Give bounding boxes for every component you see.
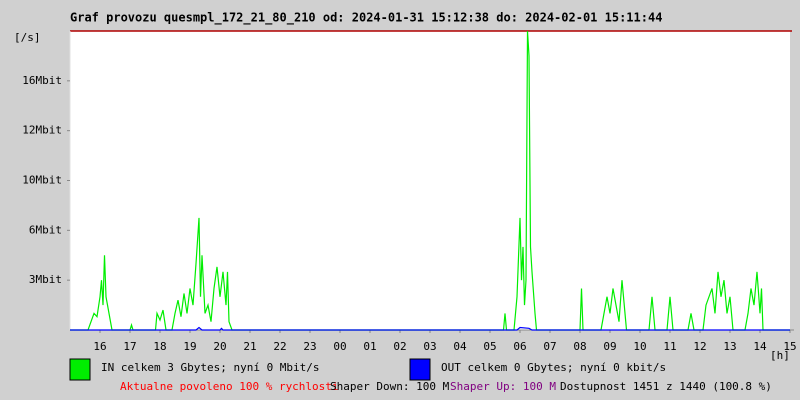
footer-text: Aktualne povoleno 100 % rychlosti (120, 380, 339, 393)
y-tick-label: 3Mbit (29, 273, 62, 286)
plot-area (70, 31, 790, 330)
x-tick-label: 20 (213, 340, 226, 353)
x-tick-label: 23 (303, 340, 316, 353)
x-tick-label: 11 (663, 340, 676, 353)
footer-text: Dostupnost 1451 z 1440 (100.8 %) (560, 380, 772, 393)
x-tick-label: 12 (693, 340, 706, 353)
x-tick-label: 08 (573, 340, 586, 353)
series-line (70, 326, 790, 331)
x-tick-label: 17 (123, 340, 136, 353)
x-tick-label: 10 (633, 340, 646, 353)
x-tick-label: 00 (333, 340, 346, 353)
y-tick-label: 16Mbit (22, 74, 62, 87)
x-tick-label: 07 (543, 340, 556, 353)
footer-text: Shaper Up: 100 M (450, 380, 556, 393)
y-tick-label: 12Mbit (22, 124, 62, 137)
x-tick-label: 02 (393, 340, 406, 353)
x-tick-label: 22 (273, 340, 286, 353)
x-tick-label: 06 (513, 340, 526, 353)
x-tick-label: 14 (753, 340, 767, 353)
x-tick-label: 13 (723, 340, 736, 353)
legend-swatch (409, 358, 431, 381)
x-unit: [h] (770, 349, 790, 362)
y-unit: [/s] (14, 31, 41, 44)
x-tick-label: 16 (93, 340, 106, 353)
chart-title: Graf provozu quesmpl_172_21_80_210 od: 2… (70, 11, 662, 26)
legend-label: IN celkem 3 Gbytes; nyní 0 Mbit/s (101, 361, 320, 374)
x-tick-label: 01 (363, 340, 376, 353)
x-tick-label: 18 (153, 340, 166, 353)
x-tick-label: 09 (603, 340, 616, 353)
y-tick-label: 10Mbit (22, 174, 62, 187)
legend-label: OUT celkem 0 Gbytes; nyní 0 kbit/s (441, 361, 666, 374)
x-tick-label: 21 (243, 340, 256, 353)
footer-text: Shaper Down: 100 M (330, 380, 450, 393)
x-tick-label: 19 (183, 340, 196, 353)
x-tick-label: 15 (783, 340, 796, 353)
x-tick-label: 03 (423, 340, 436, 353)
x-tick-label: 04 (453, 340, 467, 353)
y-tick-label: 6Mbit (29, 223, 62, 236)
x-tick-label: 05 (483, 340, 496, 353)
legend-swatch (69, 358, 91, 381)
series-line (70, 30, 790, 331)
